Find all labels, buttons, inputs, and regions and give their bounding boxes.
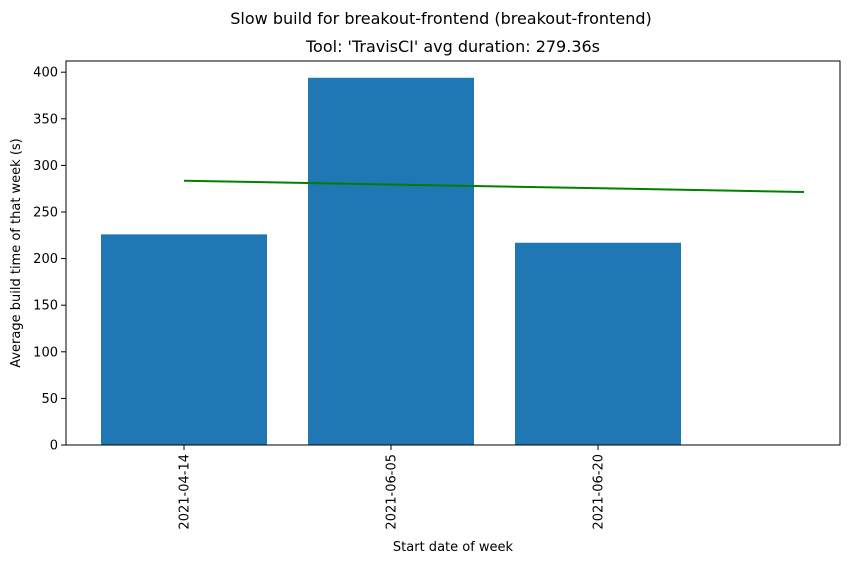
bar-2021-04-14 [101, 234, 267, 445]
y-tick-label: 150 [33, 299, 58, 314]
chart-suptitle: Slow build for breakout-frontend (breako… [230, 9, 651, 28]
bars-group [101, 77, 681, 445]
plot-frame [65, 60, 841, 446]
y-tick-label: 200 [33, 252, 58, 267]
x-axis-label: Start date of week [393, 540, 514, 555]
y-axis-label: Average build time of that week (s) [9, 138, 24, 368]
y-tick-label: 350 [33, 112, 58, 127]
y-tick-label: 0 [50, 439, 58, 454]
x-tick-label: 2021-06-20 [592, 454, 607, 530]
y-axis: 0 50 100 150 200 250 300 350 400 [33, 66, 66, 454]
x-tick-label: 2021-04-14 [178, 454, 193, 530]
bar-2021-06-20 [515, 242, 681, 445]
chart-title: Tool: 'TravisCI' avg duration: 279.36s [305, 37, 600, 56]
trend-line [183, 179, 805, 193]
y-tick-label: 50 [41, 392, 58, 407]
x-tick-label: 2021-06-05 [385, 454, 400, 530]
y-tick-label: 100 [33, 345, 58, 360]
x-axis: 2021-04-14 2021-06-05 2021-06-20 [178, 445, 607, 530]
trend-line-group [183, 179, 805, 193]
y-tick-label: 400 [33, 66, 58, 81]
y-tick-label: 300 [33, 159, 58, 174]
bar-2021-06-05 [308, 77, 474, 445]
y-tick-label: 250 [33, 205, 58, 220]
